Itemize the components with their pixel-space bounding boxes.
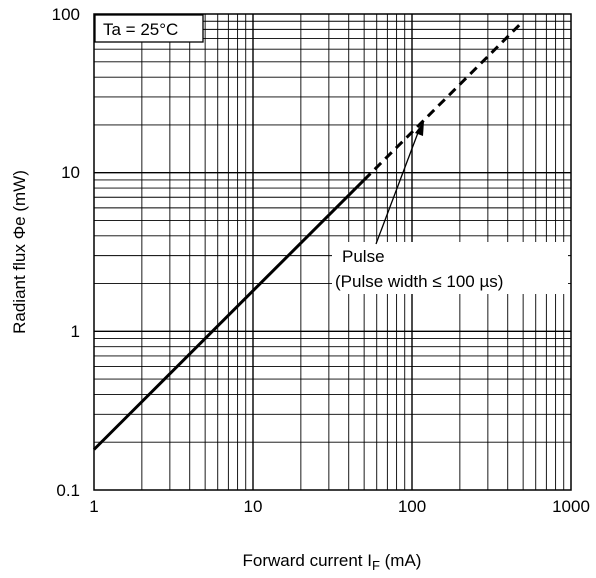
y-axis-title: Radiant flux Φe (mW) bbox=[10, 170, 29, 334]
pulse-series-line bbox=[363, 20, 525, 181]
x-axis-title: Forward current IF (mA) bbox=[243, 551, 422, 573]
y-tick-label-0.1: 0.1 bbox=[56, 481, 80, 500]
x-tick-label-1000: 1000 bbox=[552, 497, 590, 516]
x-tick-label-100: 100 bbox=[398, 497, 426, 516]
x-axis-title-subscript: F bbox=[372, 558, 380, 573]
series-group bbox=[92, 20, 525, 451]
pulse-leader-line bbox=[375, 129, 420, 245]
x-axis-title-unit: (mA) bbox=[380, 551, 422, 570]
dc-series-line bbox=[92, 178, 366, 451]
pulse-label-background bbox=[332, 242, 568, 294]
x-axis-title-main: Forward current I bbox=[243, 551, 372, 570]
pulse-leader-arrowhead bbox=[415, 121, 424, 136]
pulse-label-line2: (Pulse width ≤ 100 µs) bbox=[335, 272, 503, 291]
x-tick-label-10: 10 bbox=[244, 497, 263, 516]
condition-box bbox=[94, 14, 204, 43]
plot-frame bbox=[93, 13, 572, 491]
y-tick-label-100: 100 bbox=[52, 5, 80, 24]
y-tick-label-10: 10 bbox=[61, 163, 80, 182]
pulse-label-line1: Pulse bbox=[342, 247, 385, 266]
x-tick-label-1: 1 bbox=[89, 497, 98, 516]
condition-label: Ta = 25°C bbox=[103, 20, 178, 39]
y-tick-label-1: 1 bbox=[71, 322, 80, 341]
